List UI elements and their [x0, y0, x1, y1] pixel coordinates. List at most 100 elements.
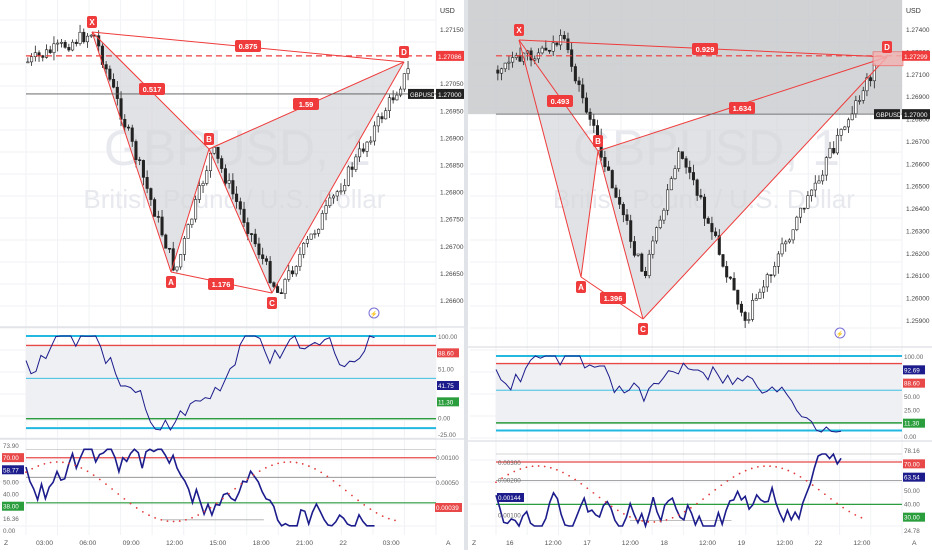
candle	[313, 233, 317, 235]
candle	[268, 261, 272, 283]
osc-tag: 92.69	[904, 367, 920, 374]
ratio-bd[interactable]: 1.59	[293, 98, 319, 110]
oscillator-1[interactable]: 100.00 92.69 88.60 50.00 25.00 11.30 0.00	[495, 354, 925, 441]
osc2-dot	[308, 465, 310, 467]
point-d[interactable]: D	[882, 41, 892, 53]
candle	[205, 170, 209, 184]
osc2-dot	[830, 497, 832, 500]
time-tick: 12:00	[699, 540, 716, 547]
osc2-dot	[203, 510, 206, 513]
osc2-dot	[394, 519, 396, 522]
osc-tag: 11.30	[904, 421, 920, 428]
candle	[26, 61, 30, 64]
candle	[44, 49, 49, 58]
point-label: C	[269, 299, 275, 308]
time-axis[interactable]: Z 16 12:00 17 12:00 18 12:00 19 12:00 22 12:00 A	[472, 540, 917, 547]
candle	[82, 31, 86, 43]
time-tick: 16	[506, 540, 514, 547]
osc-tag-bg	[437, 348, 459, 358]
point-a[interactable]: A	[576, 281, 586, 293]
ratio-xd[interactable]: 0.929	[692, 43, 718, 55]
osc-tick: 50.00	[904, 394, 920, 401]
time-axis[interactable]: Z 03:00 06:00 09:00 12:00 15:00 18:00 21:00 22 03…	[4, 540, 451, 547]
candle	[328, 197, 332, 206]
candle	[640, 253, 644, 272]
lightning-icon[interactable]: ⚡	[368, 307, 380, 319]
osc2-dot	[677, 514, 680, 516]
price-tick: 1.26200	[906, 251, 930, 258]
osc2-tag-bg	[903, 459, 925, 469]
ratio-ac[interactable]: 1.396	[600, 292, 626, 304]
candle	[235, 193, 239, 202]
time-tick: 22	[339, 540, 347, 547]
oscillator-1[interactable]: 100.00 88.60 51.00 41.75 11.30 0.00 -25.00	[25, 334, 459, 439]
lightning-icon[interactable]: ⚡	[834, 327, 846, 339]
current-price-tag: 1.27000	[438, 92, 462, 99]
osc2-dot	[665, 519, 668, 521]
point-a[interactable]: A	[166, 276, 176, 288]
point-badge	[514, 24, 524, 36]
osc2-dot	[495, 481, 497, 484]
point-b[interactable]: B	[204, 133, 214, 145]
candle	[629, 220, 633, 242]
candle	[765, 274, 769, 288]
candle	[773, 266, 777, 276]
ratio-xb[interactable]: 0.493	[547, 95, 573, 107]
candle	[839, 129, 843, 136]
candle	[78, 31, 82, 44]
panel-divider[interactable]	[464, 0, 468, 550]
price-axis[interactable]: USD1.274001.272001.271001.269001.268001.…	[874, 8, 930, 325]
price-tick: 1.26750	[440, 217, 464, 224]
osc2-dot	[659, 520, 662, 523]
osc2-dot	[531, 465, 534, 468]
osc2-dot	[507, 473, 510, 476]
osc2-dot	[635, 518, 637, 521]
point-b[interactable]: B	[593, 135, 603, 147]
osc2-dot	[641, 520, 644, 522]
candle	[227, 180, 231, 184]
candle	[33, 52, 37, 58]
osc2-dot	[148, 514, 150, 517]
point-label: X	[89, 18, 95, 27]
candle	[156, 216, 160, 218]
candle	[651, 240, 655, 255]
candle	[376, 116, 380, 127]
point-x[interactable]: X	[87, 16, 97, 28]
osc2-dot	[301, 463, 304, 465]
osc2-dot	[234, 487, 237, 490]
oscillator-2[interactable]: 78.16 70.00 63.54 50.00 40.00 30.00 24.78 0.003…	[495, 448, 925, 535]
osc2-dot	[135, 507, 138, 509]
osc2-dot	[537, 465, 540, 467]
candle	[666, 189, 670, 211]
candle	[747, 319, 751, 321]
currency-label: USD	[440, 8, 455, 15]
price-tick: 1.26800	[440, 190, 464, 197]
ratio-ac[interactable]: 1.176	[208, 278, 234, 290]
candle	[695, 179, 699, 196]
point-c[interactable]: C	[638, 323, 648, 335]
ratio-value: 1.634	[733, 104, 753, 113]
candle	[41, 55, 45, 58]
ratio-xd[interactable]: 0.875	[235, 40, 261, 52]
ratio-badge	[600, 292, 626, 304]
osc2-dot	[598, 496, 601, 499]
point-d[interactable]: D	[399, 46, 409, 58]
ratio-xb[interactable]: 0.517	[139, 83, 165, 95]
osc2-dot	[629, 516, 631, 518]
oscillator-2[interactable]: 73.9070.0058.7750.0040.0038.0016.360.000…	[2, 443, 462, 535]
ratio-bd[interactable]: 1.634	[729, 102, 755, 114]
candle	[798, 207, 803, 218]
ratio-value: 0.929	[696, 45, 715, 54]
price-axis[interactable]: USD1.271501.271001.270501.269501.269001.…	[408, 8, 464, 305]
osc2-dot	[105, 483, 107, 486]
candle	[625, 214, 629, 221]
time-tick: 03:00	[383, 540, 400, 547]
osc2-dot	[702, 498, 704, 500]
time-tick: 19	[738, 540, 746, 547]
point-c[interactable]: C	[267, 297, 277, 309]
currency-label: USD	[906, 8, 921, 15]
candle	[717, 235, 721, 255]
point-x[interactable]: X	[514, 24, 524, 36]
